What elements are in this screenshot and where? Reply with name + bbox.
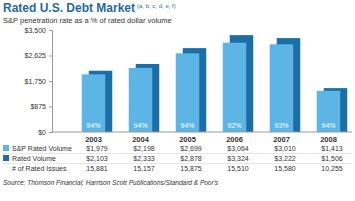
y-tick-mark xyxy=(49,132,52,133)
y-axis-line xyxy=(49,31,53,133)
table-value: $3,324 xyxy=(227,155,249,162)
bars xyxy=(82,35,348,132)
x-tick-label: 2003 xyxy=(85,135,102,144)
penetration-label: 94% xyxy=(133,122,147,129)
legend-label: S&P Rated Volume xyxy=(12,145,72,152)
x-tick-label: 2006 xyxy=(226,135,243,144)
penetration-label: 93% xyxy=(274,122,288,129)
bar xyxy=(317,91,341,132)
bar xyxy=(176,53,200,132)
x-tick-label: 2007 xyxy=(273,135,290,144)
table-value: 15,881 xyxy=(86,165,108,172)
y-tick: $1,750 xyxy=(25,78,52,85)
penetration-label: 94% xyxy=(180,122,194,129)
x-tick: 2008 xyxy=(320,132,337,144)
x-tick-label: 2008 xyxy=(320,135,337,144)
y-tick: $2,625 xyxy=(25,52,52,59)
source: Source: Thomson Financial; Harrison Scot… xyxy=(3,179,219,186)
x-tick: 2005 xyxy=(179,132,196,144)
table-value: $2,198 xyxy=(133,145,155,152)
legend-swatch xyxy=(3,145,9,151)
table-value: $2,699 xyxy=(180,145,202,152)
y-tick-mark xyxy=(49,81,52,82)
x-tick-label: 2004 xyxy=(132,135,150,144)
table-value: $3,222 xyxy=(274,155,296,162)
table-value: $1,413 xyxy=(321,145,343,152)
x-axis-line xyxy=(52,132,352,133)
table-row-label: # of Rated Issues xyxy=(12,165,67,172)
table-value: $2,103 xyxy=(86,155,108,162)
bar xyxy=(82,74,106,132)
y-tick-mark xyxy=(49,56,52,57)
table-value: $1,979 xyxy=(86,145,108,152)
table-value: 15,157 xyxy=(133,165,155,172)
x-tick-label: 2005 xyxy=(179,135,196,144)
table-value: 10,255 xyxy=(321,165,343,172)
table-value: $3,064 xyxy=(227,145,249,152)
table-rule xyxy=(3,163,352,164)
legend-swatch xyxy=(3,155,9,161)
title-note: (a, b, c, d, e, f) xyxy=(137,3,176,9)
table-value: 15,875 xyxy=(180,165,202,172)
y-tick-mark xyxy=(49,30,52,31)
y-tick-label: $875 xyxy=(30,103,46,110)
legend-label: Rated Volume xyxy=(12,155,56,162)
x-tick: 2007 xyxy=(273,132,290,144)
table-value: $2,878 xyxy=(180,155,202,162)
x-tick: 2006 xyxy=(226,132,243,144)
title-text: Rated U.S. Debt Market xyxy=(3,1,135,15)
penetration-label: 94% xyxy=(86,122,100,129)
bar xyxy=(129,68,153,132)
table-value: $2,333 xyxy=(133,155,155,162)
y-tick-label: $0 xyxy=(38,129,46,136)
bar xyxy=(270,44,294,132)
chart: Rated U.S. Debt Market(a, b, c, d, e, f)… xyxy=(0,0,355,201)
y-tick: $3,500 xyxy=(25,27,52,34)
y-tick: $0 xyxy=(38,129,52,136)
title: Rated U.S. Debt Market(a, b, c, d, e, f) xyxy=(3,1,176,15)
penetration-label: 92% xyxy=(227,122,241,129)
y-tick-mark xyxy=(49,107,52,108)
y-tick: $875 xyxy=(30,103,52,110)
x-tick: 2004 xyxy=(132,132,150,144)
y-axis: $0 $875 $1,750 $2,625 $3,500 xyxy=(25,27,53,136)
table-rule xyxy=(3,153,352,154)
x-axis: 2003 2004 2005 2006 2007 2008 xyxy=(52,132,352,144)
subtitle: S&P penetration rate as a % of rated dol… xyxy=(3,16,172,25)
table-value: 15,580 xyxy=(274,165,296,172)
y-tick-label: $1,750 xyxy=(25,78,47,85)
penetration-label: 94% xyxy=(321,122,335,129)
bar xyxy=(223,43,247,132)
y-tick-label: $3,500 xyxy=(25,27,47,34)
table-value: $1,506 xyxy=(321,155,343,162)
y-tick-label: $2,625 xyxy=(25,52,47,59)
table-value: $3,010 xyxy=(274,145,296,152)
x-tick: 2003 xyxy=(85,132,102,144)
table-value: 15,510 xyxy=(227,165,249,172)
